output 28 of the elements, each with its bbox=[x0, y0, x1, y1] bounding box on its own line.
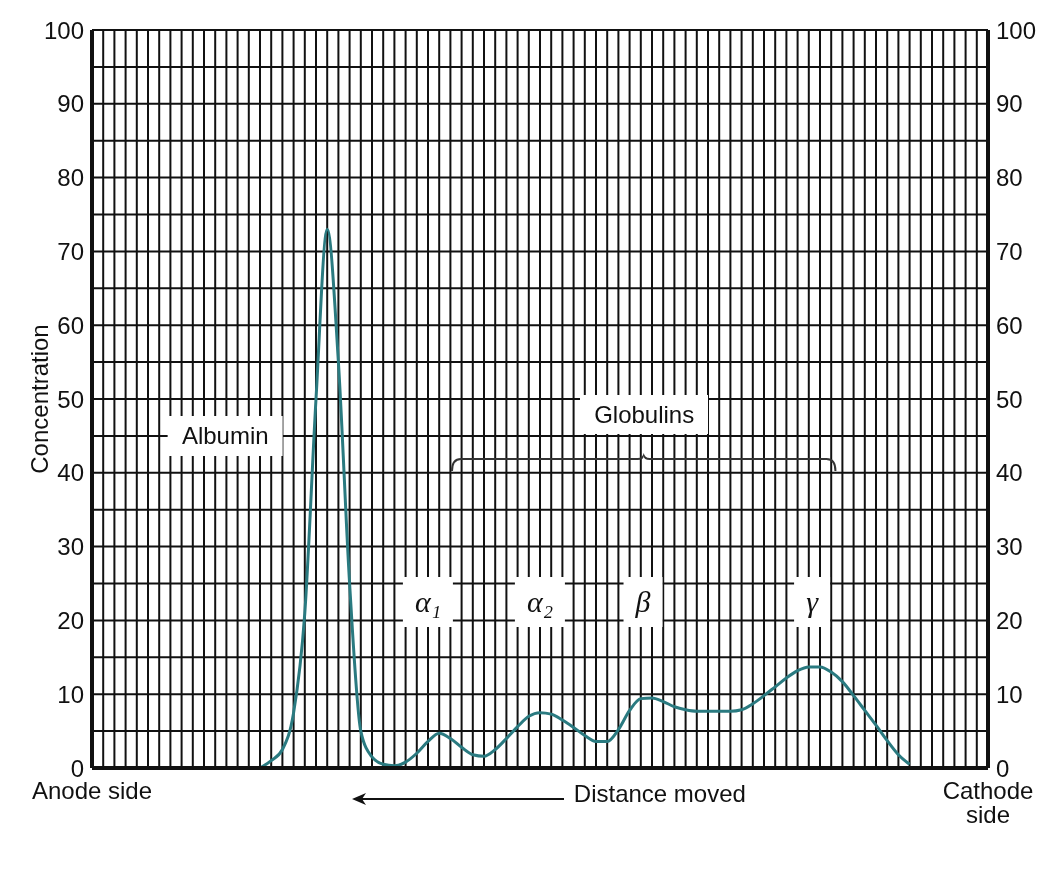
y2-tick-label: 70 bbox=[996, 237, 1023, 265]
y-tick-label: 80 bbox=[57, 164, 84, 192]
y-tick-label: 30 bbox=[57, 533, 84, 561]
annotation: α₁ bbox=[402, 576, 454, 627]
y2-tick-label: 40 bbox=[996, 459, 1023, 487]
y2-tick-label: 100 bbox=[996, 16, 1037, 44]
annotation: Albumin bbox=[167, 415, 283, 456]
y-tick-label: 20 bbox=[57, 606, 84, 634]
y2-tick-label: 90 bbox=[996, 90, 1023, 118]
y2-tick-label: 10 bbox=[996, 680, 1023, 708]
y-tick-label: 50 bbox=[57, 385, 84, 413]
annotation: Globulins bbox=[580, 394, 709, 434]
y2-tick-label: 50 bbox=[996, 385, 1023, 413]
y-tick-label: 90 bbox=[57, 90, 84, 118]
y-tick-label: 60 bbox=[57, 311, 84, 339]
y-tick-label: 100 bbox=[43, 16, 84, 44]
y-axis-title: Concentration bbox=[25, 324, 53, 474]
y-tick-label: 70 bbox=[57, 237, 84, 265]
y2-tick-label: 60 bbox=[996, 311, 1023, 339]
annotation: α₂ bbox=[514, 576, 566, 627]
y-tick-label: 40 bbox=[57, 459, 84, 487]
annotation: β bbox=[623, 576, 663, 627]
y-tick-label: 10 bbox=[57, 680, 84, 708]
y2-tick-label: 20 bbox=[996, 606, 1023, 634]
y2-tick-label: 80 bbox=[996, 164, 1023, 192]
y2-tick-label: 30 bbox=[996, 533, 1023, 561]
x-axis-title: Distance moved bbox=[573, 780, 746, 808]
annotation: γ bbox=[794, 576, 831, 627]
